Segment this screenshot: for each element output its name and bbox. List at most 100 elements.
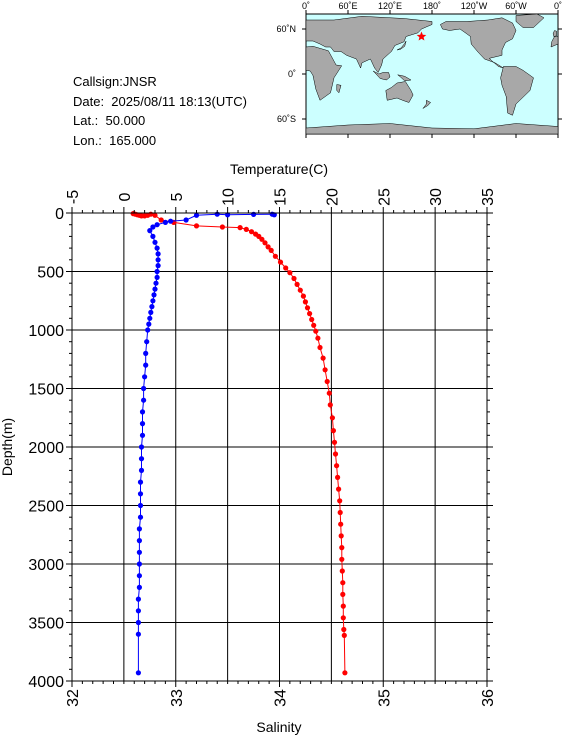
salinity-point xyxy=(142,374,148,380)
temperature-point xyxy=(294,281,300,287)
map-lat-label: 0˚ xyxy=(288,69,296,79)
station-info: Callsign:JNSR Date: 2025/08/11 18:13(UTC… xyxy=(73,72,247,150)
salinity-point xyxy=(154,222,160,228)
salinity-point xyxy=(150,298,156,304)
temperature-tick-label: 15 xyxy=(273,188,290,206)
map-lon-label: 60˚W xyxy=(505,1,527,11)
temperature-point xyxy=(287,270,293,276)
salinity-point xyxy=(155,251,161,257)
temperature-point xyxy=(336,486,342,492)
salinity-point xyxy=(155,263,161,269)
salinity-point xyxy=(148,309,154,315)
temperature-point xyxy=(337,498,343,504)
temperature-point xyxy=(300,293,306,299)
salinity-tick-label: 33 xyxy=(169,689,186,707)
location-map: 0˚ 60˚E 120˚E 180˚ 120˚W 60˚W 0˚ 60˚N 0˚ 60˚S xyxy=(276,1,562,138)
temperature-point xyxy=(265,244,271,250)
salinity-point xyxy=(137,479,144,485)
temperature-point xyxy=(152,212,158,218)
salinity-point xyxy=(136,526,142,532)
chart-ticks xyxy=(66,207,493,687)
land-south-america xyxy=(500,66,534,116)
date-text: Date: 2025/08/11 18:13(UTC) xyxy=(73,93,247,109)
map-frame xyxy=(302,10,562,138)
depth-tick-label: 3000 xyxy=(28,557,64,574)
salinity-point xyxy=(153,280,159,286)
map-lon-label: 120˚E xyxy=(378,1,402,11)
chart-series xyxy=(130,211,348,676)
temperature-point xyxy=(340,591,346,598)
salinity-point xyxy=(141,397,147,403)
land-australia xyxy=(385,81,414,103)
salinity-profile-line xyxy=(137,213,275,673)
depth-tick-label: 2000 xyxy=(28,440,64,457)
salinity-point xyxy=(143,350,149,356)
temperature-point xyxy=(237,225,243,231)
land-madagascar xyxy=(336,84,342,94)
salinity-tick-label: 32 xyxy=(65,689,82,707)
temperature-point xyxy=(339,556,345,562)
salinity-point xyxy=(136,538,142,544)
temperature-point xyxy=(339,545,345,551)
salinity-point xyxy=(183,217,189,223)
temperature-point xyxy=(309,316,315,323)
salinity-point xyxy=(139,409,146,415)
salinity-point xyxy=(144,339,150,345)
salinity-point xyxy=(269,211,275,217)
map-latitude-labels: 60˚N 0˚ 60˚S xyxy=(276,24,296,124)
temperature-tick-label: 5 xyxy=(169,192,186,201)
temperature-point xyxy=(304,305,311,311)
temperature-tick-label: 10 xyxy=(221,188,238,206)
salinity-point xyxy=(155,257,161,263)
temperature-point xyxy=(291,275,297,282)
temperature-point xyxy=(311,322,317,328)
temperature-point xyxy=(320,355,326,361)
salinity-point xyxy=(135,619,141,626)
temperature-tick-label: 35 xyxy=(480,188,497,206)
temperature-point xyxy=(339,568,345,574)
salinity-point xyxy=(150,224,156,230)
temperature-point xyxy=(329,415,335,421)
temperature-point xyxy=(322,367,328,373)
temperature-tick-label: -5 xyxy=(65,190,82,204)
depth-tick-label: 3500 xyxy=(28,616,64,633)
temperature-point xyxy=(313,328,319,334)
temperature-point xyxy=(338,521,344,527)
land-britain xyxy=(552,30,557,37)
land-europe-west xyxy=(550,36,559,48)
salinity-tick-label: 35 xyxy=(376,689,393,707)
temperature-point xyxy=(248,229,255,235)
temperature-tick-label: 30 xyxy=(428,188,445,206)
salinity-point xyxy=(136,584,142,591)
temperature-point xyxy=(193,223,200,229)
temperature-tick-label: 20 xyxy=(324,188,341,206)
temperature-point xyxy=(341,626,347,633)
latitude-text: Lat.: 50.000 xyxy=(73,113,146,128)
temperature-point xyxy=(268,247,274,253)
temperature-point xyxy=(307,311,313,317)
salinity-point xyxy=(146,321,152,327)
longitude-text: Lon.: 165.000 xyxy=(73,132,157,148)
salinity-axis-label: Salinity xyxy=(256,719,301,735)
salinity-point xyxy=(152,286,158,292)
salinity-point xyxy=(154,245,160,251)
land-indonesia xyxy=(373,70,391,81)
temperature-point xyxy=(283,265,289,271)
salinity-point xyxy=(139,432,146,438)
depth-axis-label: Depth(m) xyxy=(0,418,15,476)
land-new-guinea xyxy=(397,74,412,82)
map-lat-label: 60˚N xyxy=(276,24,296,34)
temperature-point xyxy=(259,236,265,242)
salinity-point xyxy=(137,514,144,520)
land-greenland xyxy=(515,13,545,28)
salinity-point xyxy=(135,670,141,676)
temperature-tick-label: 25 xyxy=(376,188,393,206)
temperature-point xyxy=(335,474,341,480)
salinity-point xyxy=(147,228,153,234)
salinity-point xyxy=(143,362,149,368)
salinity-point xyxy=(138,467,145,473)
land-africa xyxy=(305,46,343,101)
callsign-text: Callsign:JNSR xyxy=(73,74,157,89)
